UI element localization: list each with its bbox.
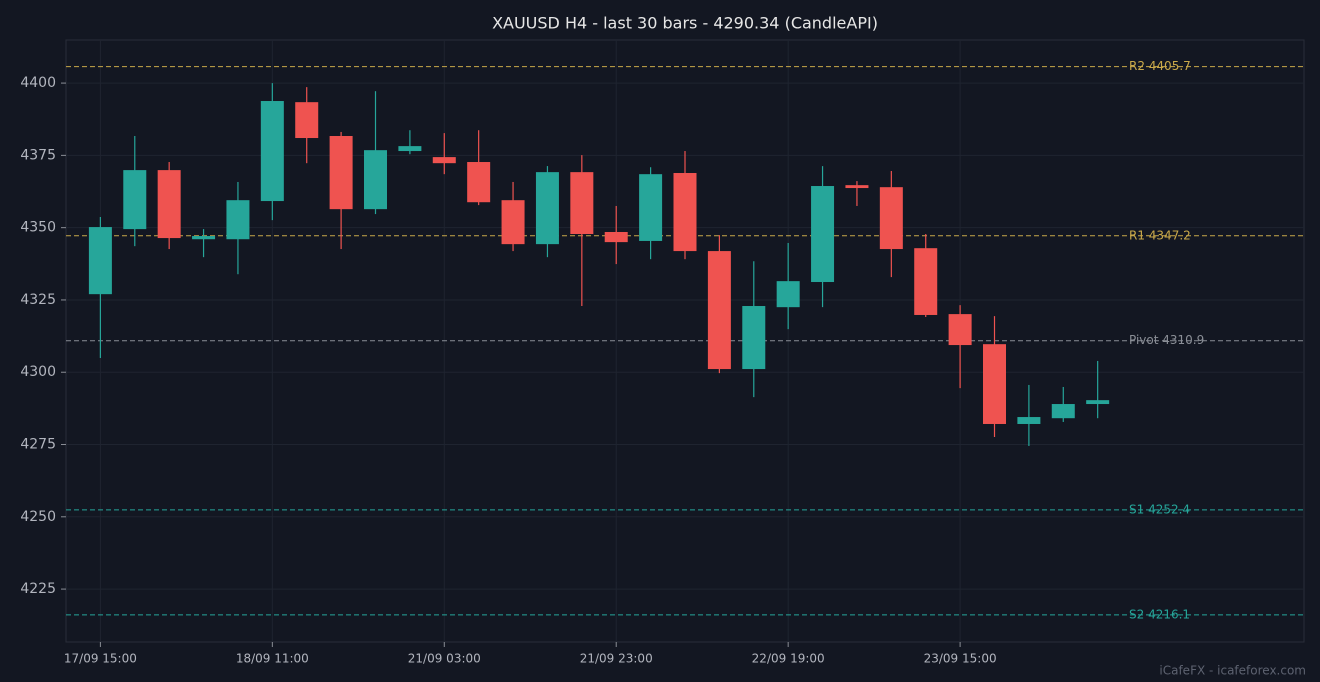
y-tick-label: 4375 bbox=[20, 147, 56, 163]
candle-body bbox=[157, 170, 181, 239]
candle-body bbox=[811, 186, 835, 283]
candle-body bbox=[948, 314, 972, 346]
y-tick-label: 4250 bbox=[20, 509, 56, 525]
candle-body bbox=[226, 200, 250, 240]
candle-body bbox=[88, 227, 112, 295]
level-label: S2 4216.1 bbox=[1129, 607, 1190, 621]
y-tick-label: 4225 bbox=[20, 581, 56, 597]
x-tick-label: 21/09 03:00 bbox=[408, 652, 481, 666]
y-tick-label: 4275 bbox=[20, 437, 56, 453]
candle-body bbox=[329, 135, 353, 210]
candle-body bbox=[260, 101, 284, 202]
y-tick-label: 4400 bbox=[20, 75, 56, 91]
candle-body bbox=[879, 187, 903, 250]
level-label: R1 4347.2 bbox=[1129, 228, 1191, 242]
level-label: Pivot 4310.9 bbox=[1129, 333, 1204, 347]
candle-body bbox=[914, 248, 938, 315]
x-tick-label: 18/09 11:00 bbox=[236, 652, 309, 666]
candle-body bbox=[845, 185, 869, 189]
candle-body bbox=[432, 157, 456, 164]
y-tick-label: 4300 bbox=[20, 364, 56, 380]
x-tick-label: 23/09 15:00 bbox=[924, 652, 997, 666]
candle-body bbox=[1086, 400, 1110, 405]
candle-body bbox=[1051, 404, 1075, 419]
y-tick-label: 4325 bbox=[20, 292, 56, 308]
candle-body bbox=[192, 236, 216, 240]
candle-body bbox=[398, 146, 422, 152]
candle-body bbox=[364, 150, 387, 210]
y-tick-label: 4350 bbox=[20, 220, 56, 236]
candle-body bbox=[535, 172, 559, 245]
watermark: iCafeFX - icafeforex.com bbox=[1159, 664, 1306, 678]
candle-body bbox=[467, 162, 491, 203]
candle-body bbox=[707, 251, 731, 370]
candle-body bbox=[639, 174, 663, 241]
candle-body bbox=[501, 200, 525, 245]
x-tick-label: 22/09 19:00 bbox=[752, 652, 825, 666]
candle-body bbox=[776, 281, 800, 308]
candle-body bbox=[604, 231, 628, 243]
candle-body bbox=[1017, 417, 1041, 424]
candle-body bbox=[983, 344, 1006, 424]
level-label: S1 4252.4 bbox=[1129, 502, 1190, 516]
candle-body bbox=[295, 102, 319, 139]
level-label: R2 4405.7 bbox=[1129, 59, 1191, 73]
candle-body bbox=[123, 170, 147, 230]
candle-body bbox=[673, 173, 697, 252]
candle-body bbox=[742, 306, 766, 370]
candle-body bbox=[570, 172, 594, 235]
x-tick-label: 21/09 23:00 bbox=[580, 652, 653, 666]
chart-title: XAUUSD H4 - last 30 bars - 4290.34 (Cand… bbox=[492, 14, 878, 33]
x-tick-label: 17/09 15:00 bbox=[64, 652, 137, 666]
